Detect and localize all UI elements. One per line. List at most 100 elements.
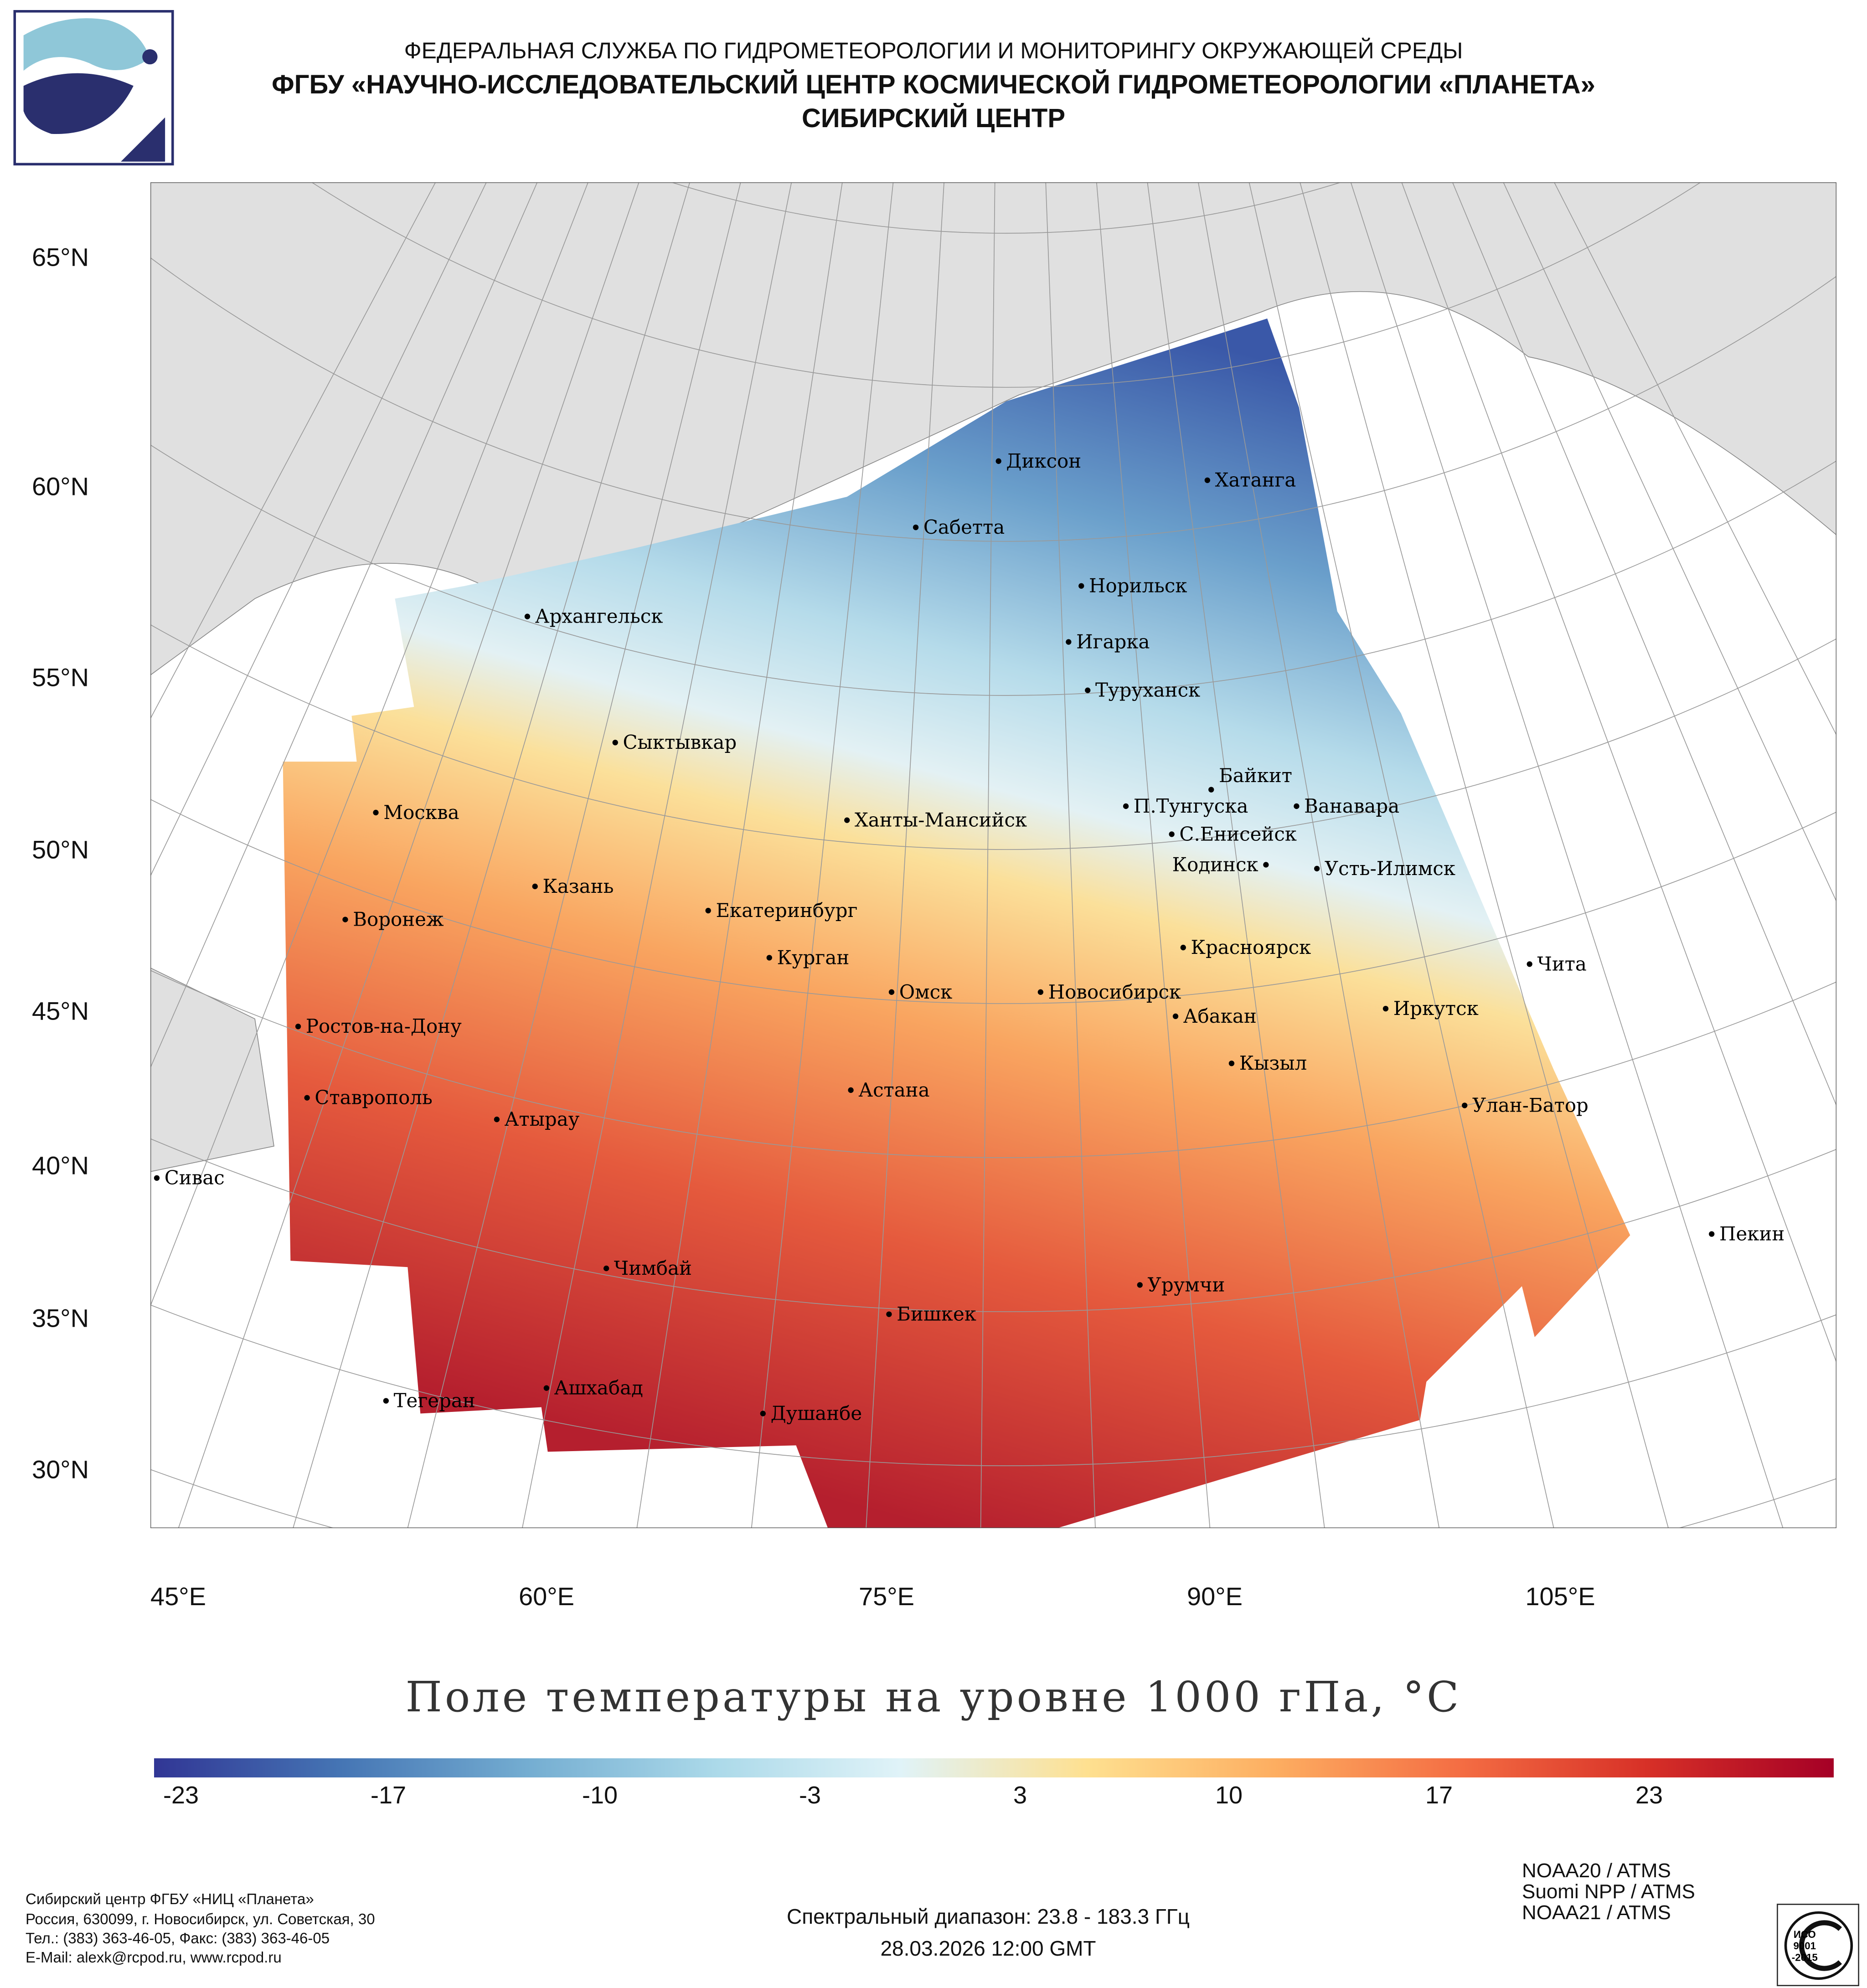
meridian-line (1401, 182, 1836, 1364)
city-marker (1709, 1231, 1715, 1237)
temperature-map: Диксон Хатанга Сабетта Норильск Архангельск И… (150, 182, 1836, 1528)
city-marker (1066, 639, 1072, 645)
city-label: Сыктывкар (623, 731, 737, 753)
colorbar-tick: 23 (1635, 1782, 1663, 1809)
city-label: Абакан (1183, 1005, 1257, 1027)
lon-label: 75°E (858, 1582, 915, 1611)
city-label: Урумчи (1148, 1273, 1225, 1296)
city-marker (543, 1385, 550, 1391)
meridian-line (150, 182, 436, 720)
iso-text: -2015 (1792, 1952, 1818, 1963)
planeta-logo (13, 10, 174, 165)
meridian-line (1198, 182, 1440, 1528)
satellite: NOAA20 / ATMS (1522, 1859, 1671, 1882)
satellite: Suomi NPP / ATMS (1522, 1880, 1695, 1903)
colorbar-tick: 10 (1215, 1782, 1243, 1809)
city-marker (760, 1411, 766, 1416)
city-label: Иркутск (1393, 997, 1479, 1020)
city-marker (888, 989, 895, 995)
meridian-line (1553, 182, 1836, 736)
colorbar-tick: -23 (163, 1782, 199, 1809)
spectral-range: Спектральный диапазон: 23.8 - 183.3 ГГц (786, 1905, 1190, 1928)
city-label: Красноярск (1191, 936, 1311, 958)
meridian-line (1350, 182, 1784, 1528)
city-marker (1137, 1282, 1143, 1288)
meridian-line (150, 182, 487, 877)
city-label: Ванавара (1304, 795, 1399, 817)
meridian-line (521, 182, 792, 1528)
city-marker (1263, 862, 1269, 868)
lat-label: 45°N (32, 996, 89, 1025)
institute-title: ФГБУ «НАУЧНО-ИССЛЕДОВАТЕЛЬСКИЙ ЦЕНТР КОС… (272, 70, 1595, 99)
city-marker (1228, 1061, 1235, 1066)
city-marker (383, 1398, 389, 1404)
lat-label: 35°N (32, 1303, 89, 1333)
city-marker (295, 1024, 301, 1030)
city-label: Екатеринбург (716, 899, 857, 922)
city-label: Ашхабад (554, 1377, 643, 1399)
city-label: Атырау (505, 1108, 580, 1130)
city-marker (373, 809, 379, 816)
city-marker (1169, 831, 1175, 837)
lon-label: 60°E (518, 1582, 575, 1611)
org-address: Россия, 630099, г. Новосибирск, ул. Сове… (26, 1911, 375, 1927)
city-label: Ставрополь (315, 1087, 432, 1109)
city-label: Байкит (1219, 764, 1292, 787)
meridian-line (751, 182, 894, 1528)
city-marker (1382, 1006, 1389, 1012)
city-marker (844, 817, 850, 823)
city-label: Курган (777, 946, 850, 968)
city-label: Кызыл (1239, 1052, 1307, 1074)
lat-label: 40°N (32, 1151, 89, 1180)
colorbar (154, 1758, 1834, 1777)
city-label: Сивас (165, 1167, 225, 1189)
city-label: Игарка (1076, 631, 1150, 653)
meridian-line (1096, 182, 1211, 1528)
colorbar-tick: -10 (582, 1782, 618, 1809)
meridian-line (407, 182, 741, 1528)
city-label: С.Енисейск (1179, 823, 1297, 845)
meridian-line (150, 182, 589, 1307)
city-marker (532, 883, 538, 890)
meridian-line (1300, 182, 1669, 1528)
city-marker (1208, 787, 1214, 793)
city-marker (886, 1311, 892, 1317)
agency-title: ФЕДЕРАЛЬНАЯ СЛУЖБА ПО ГИДРОМЕТЕОРОЛОГИИ … (404, 38, 1463, 63)
swath (283, 318, 1630, 1528)
lat-label: 55°N (32, 663, 89, 692)
iso-text: 9001 (1793, 1940, 1816, 1952)
caucasus-land (150, 967, 274, 1172)
iso-badge: ИСО 9001 -2015 (1777, 1904, 1859, 1986)
city-marker (524, 613, 531, 619)
city-label: Воронеж (353, 908, 444, 931)
city-marker (995, 458, 1001, 464)
city-label: Душанбе (771, 1402, 862, 1425)
meridian-line (1248, 182, 1554, 1528)
city-label: Пекин (1719, 1223, 1784, 1245)
meridian-line (293, 182, 691, 1528)
city-label: Хатанга (1215, 469, 1296, 491)
meridian-line (1503, 182, 1836, 902)
city-marker (1037, 989, 1044, 995)
city-marker (1527, 961, 1532, 967)
center-title: СИБИРСКИЙ ЦЕНТР (801, 103, 1066, 133)
city-label: Усть-Илимск (1325, 857, 1455, 880)
city-label: Астана (858, 1079, 929, 1101)
colorbar-tick: 17 (1425, 1782, 1453, 1809)
org-phone: Тел.: (383) 363-46-05, Факс: (383) 363-4… (26, 1930, 330, 1947)
city-marker (1172, 1013, 1179, 1020)
city-label: Ханты-Мансийск (855, 809, 1027, 831)
city-label: Ростов-на-Дону (306, 1015, 462, 1037)
city-label: Сабетта (923, 516, 1005, 538)
city-label: Бишкек (897, 1303, 976, 1325)
city-marker (154, 1175, 160, 1181)
meridian-line (1045, 182, 1096, 1528)
city-marker (304, 1095, 310, 1101)
city-marker (1085, 687, 1091, 693)
city-marker (1204, 477, 1211, 483)
meridian-line (150, 182, 538, 1069)
lat-label: 60°N (32, 472, 89, 501)
city-label: Чита (1537, 953, 1586, 975)
city-label: Улан-Батор (1472, 1094, 1588, 1116)
